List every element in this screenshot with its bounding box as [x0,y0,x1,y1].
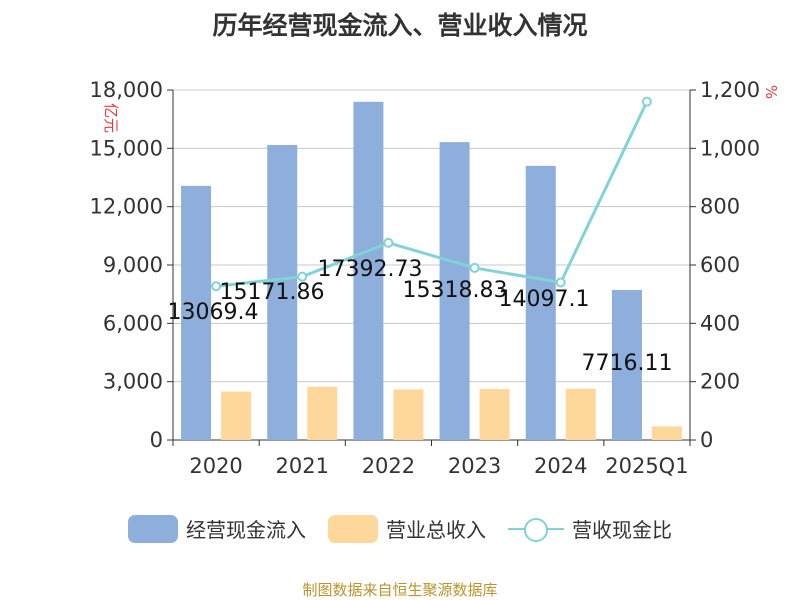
x-tick-label: 2021 [276,454,329,478]
y-left-unit: 亿元 [102,103,120,133]
line-point [211,281,222,292]
y-left-tick-label: 3,000 [103,370,163,394]
data-label: 14097.1 [499,287,590,312]
bar-经营现金流入 [611,289,642,440]
legend-label: 经营现金流入 [186,518,306,542]
y-left-tick-label: 6,000 [103,311,163,335]
line-point [383,237,394,248]
y-left-tick-label: 15,000 [90,136,163,160]
data-label: 15171.86 [220,280,325,305]
bar-经营现金流入 [525,165,556,441]
y-left-tick-label: 0 [150,428,163,452]
x-tick-label: 2020 [189,454,242,478]
line-营收现金比 [215,101,649,288]
bar-营业总收入 [221,391,252,440]
y-left-tick-label: 12,000 [90,195,163,219]
y-right-unit: % [762,85,780,99]
chart-title: 历年经营现金流入、营业收入情况 [212,11,588,40]
legend-dot-marker [524,517,548,542]
x-tick-label: 2022 [362,454,415,478]
bar-经营现金流入 [181,185,212,440]
bar-经营现金流入 [267,144,298,440]
data-label: 13069.4 [168,300,259,325]
y-right-tick-label: 800 [700,195,740,219]
bar-经营现金流入 [439,142,470,441]
data-label: 7716.11 [582,351,673,376]
x-tick-label: 2024 [534,454,587,478]
line-point [641,96,652,107]
y-right-tick-label: 1,200 [700,78,760,102]
bar-营业总收入 [479,389,510,440]
y-right-tick-label: 400 [700,311,740,335]
legend-swatch [508,515,564,543]
y-left-tick-label: 9,000 [103,253,163,277]
y-right-tick-label: 600 [700,253,740,277]
x-tick-label: 2023 [448,454,501,478]
y-right-tick-label: 200 [700,370,740,394]
bar-营业总收入 [307,386,338,440]
y-right-tick-label: 1,000 [700,136,760,160]
line-point [297,271,308,282]
data-label: 17392.73 [318,257,423,282]
chart-legend: 经营现金流入 营业总收入 营收现金比 [0,514,800,543]
bar-经营现金流入 [353,101,384,440]
data-label: 15318.83 [403,278,508,303]
bar-营业总收入 [651,426,682,440]
legend-swatch [128,514,178,543]
y-right-tick-label: 0 [700,428,713,452]
line-point [469,262,480,273]
legend-label: 营收现金比 [572,518,672,542]
legend-swatch [328,514,378,543]
line-point [555,277,566,288]
y-left-tick-label: 18,000 [90,78,163,102]
x-tick-label: 2025Q1 [605,454,688,478]
source-note: 制图数据来自恒生聚源数据库 [302,581,498,599]
bar-营业总收入 [393,389,424,440]
bar-营业总收入 [565,388,596,440]
legend-item[interactable]: 营业总收入 [328,514,486,543]
legend-item[interactable]: 经营现金流入 [128,514,306,543]
legend-item[interactable]: 营收现金比 [508,514,672,543]
legend-label: 营业总收入 [386,518,486,542]
